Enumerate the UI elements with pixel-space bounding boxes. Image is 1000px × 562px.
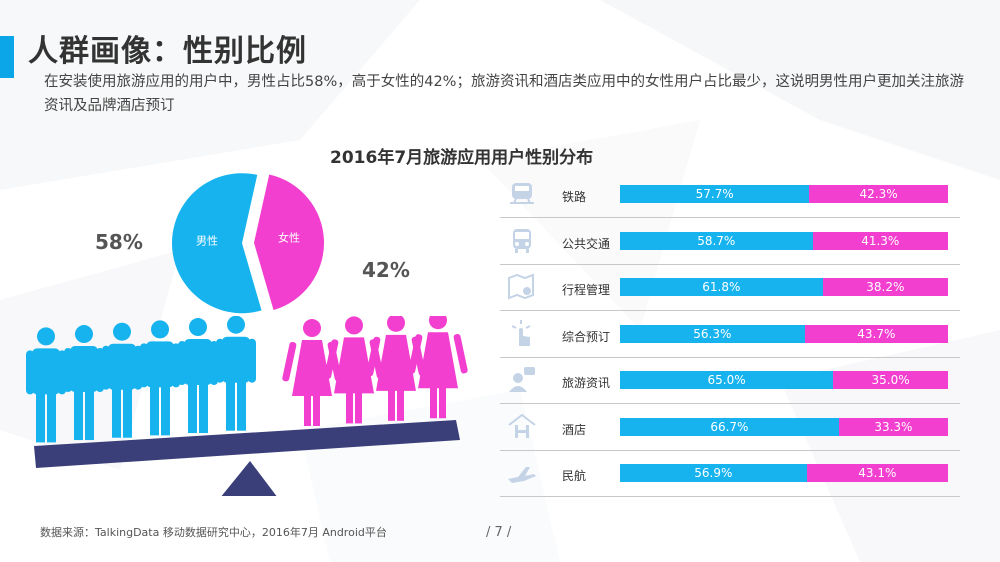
male-figure-icon <box>216 316 256 431</box>
female-figure-icon <box>282 319 342 427</box>
stacked-bar: 58.7% 41.3% <box>620 231 948 250</box>
hotel-icon <box>506 411 538 443</box>
bar-row: 公共交通 58.7% 41.3% <box>500 219 960 265</box>
bar-segment-male: 61.8% <box>620 278 823 296</box>
pie-label-male: 男性 <box>196 233 218 247</box>
bar-chart-title: 2016年7月旅游应用用户性别分布 <box>330 148 594 168</box>
male-figure-icon <box>64 325 104 441</box>
stacked-bar: 66.7% 33.3% <box>620 417 948 436</box>
map-pin-icon <box>506 271 538 303</box>
seesaw-fulcrum <box>221 461 277 496</box>
male-figure-icon <box>178 318 218 434</box>
stacked-bar: 56.9% 43.1% <box>620 464 948 482</box>
bar-category-label: 铁路 <box>562 190 587 204</box>
pie-slice-male <box>172 173 262 314</box>
train-icon <box>506 178 538 210</box>
bar-category-label: 民航 <box>562 469 587 483</box>
female-percent-label: 42% <box>362 258 410 282</box>
bar-segment-female: 33.3% <box>838 417 948 436</box>
stacked-bar: 65.0% 35.0% <box>620 371 948 389</box>
bar-segment-female: 43.1% <box>806 464 948 482</box>
bar-category-label: 综合预订 <box>562 329 611 344</box>
bar-row: 综合预订 56.3% 43.7% <box>500 312 960 358</box>
pie-slice-female <box>253 174 324 311</box>
title-accent-bar <box>0 36 14 78</box>
female-figure-icon <box>408 316 468 419</box>
bar-segment-female: 38.2% <box>822 278 948 296</box>
bar-row: 酒店 66.7% 33.3% <box>500 405 960 451</box>
bar-segment-male: 56.9% <box>620 464 807 482</box>
bar-segment-female: 35.0% <box>833 371 948 389</box>
page-title: 人群画像：性别比例 <box>28 34 307 69</box>
bar-segment-male: 57.7% <box>620 185 810 203</box>
male-percent-label: 58% <box>95 230 143 254</box>
bar-category-label: 行程管理 <box>562 283 611 297</box>
bar-row: 旅游资讯 65.0% 35.0% <box>500 358 960 404</box>
bar-row: 行程管理 61.8% 38.2% <box>500 265 960 311</box>
data-source-note: 数据来源：TalkingData 移动数据研究中心，2016年7月 Androi… <box>40 526 387 539</box>
bus-icon <box>506 225 538 257</box>
bar-row: 民航 56.9% 43.1% <box>500 451 960 497</box>
female-figure-icon <box>366 316 426 421</box>
stacked-bar: 57.7% 42.3% <box>620 185 948 203</box>
pie-label-female: 女性 <box>278 231 300 245</box>
bar-segment-male: 65.0% <box>620 371 834 389</box>
male-figure-icon <box>140 320 180 436</box>
seesaw-plank <box>34 420 460 468</box>
touch-icon <box>506 318 538 350</box>
bar-category-label: 旅游资讯 <box>562 376 611 390</box>
bar-segment-female: 43.7% <box>804 324 948 343</box>
page-number: / 7 / <box>486 525 512 540</box>
female-figure-icon <box>324 316 384 424</box>
gender-pie-chart: 女性 男性 <box>172 173 324 314</box>
airplane-icon <box>506 457 538 489</box>
bar-category-label: 公共交通 <box>562 236 611 251</box>
stacked-bar: 61.8% 38.2% <box>620 278 948 296</box>
bar-segment-male: 58.7% <box>620 231 813 250</box>
male-figure-icon <box>26 327 66 443</box>
male-figure-icon <box>102 322 142 438</box>
page-subtitle: 在安装使用旅游应用的用户中，男性占比58%，高于女性的42%；旅游资讯和酒店类应… <box>44 74 964 114</box>
gender-balance-illustration <box>26 316 468 496</box>
stacked-bar: 56.3% 43.7% <box>620 324 948 343</box>
bar-segment-male: 66.7% <box>620 417 839 436</box>
bar-segment-female: 41.3% <box>812 231 948 250</box>
bar-category-label: 酒店 <box>562 422 587 437</box>
bar-row: 铁路 57.7% 42.3% <box>500 172 960 218</box>
bar-segment-male: 56.3% <box>620 324 805 343</box>
bar-segment-female: 42.3% <box>809 185 948 203</box>
user-chat-icon <box>506 364 538 396</box>
